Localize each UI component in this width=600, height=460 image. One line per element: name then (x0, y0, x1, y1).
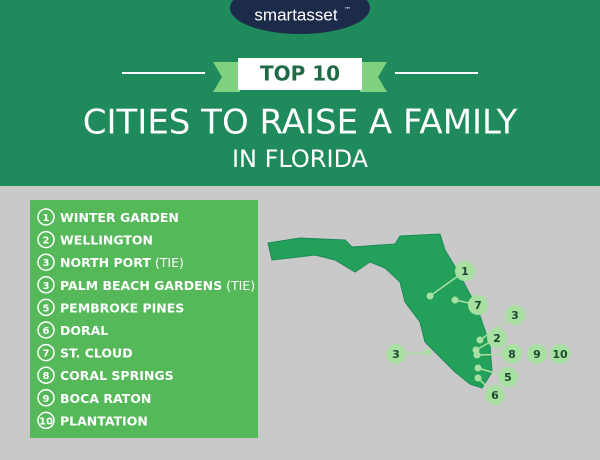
city-name: WELLINGTON (60, 232, 153, 247)
marker-circle (386, 344, 406, 364)
city-dot (474, 364, 482, 372)
tie-note: (TIE) (226, 277, 255, 292)
rank-circle (37, 230, 55, 249)
city-name: NORTH PORT (60, 255, 151, 270)
list-item: CORAL SPRINGS (60, 368, 174, 383)
list-item: PEMBROKE PINES (60, 300, 184, 315)
city-name: PEMBROKE PINES (60, 300, 184, 315)
list-item: WELLINGTON (60, 232, 153, 247)
marker-label: 2 (493, 332, 501, 345)
marker-circle (502, 344, 522, 364)
marker-circle (485, 385, 505, 405)
list-item: NORTH PORT (TIE) (60, 255, 184, 270)
rank: 7 (43, 349, 50, 360)
rank: 6 (43, 326, 50, 337)
rank: 2 (43, 236, 50, 247)
marker-circle (505, 305, 525, 325)
list-box (30, 200, 258, 438)
rank-circle (37, 366, 55, 384)
rank-circle (37, 253, 55, 271)
logo: smartasset (254, 5, 337, 24)
rank-circle (37, 321, 55, 339)
rank-circle (37, 343, 55, 362)
marker-label: 8 (508, 348, 516, 361)
city-dot (426, 292, 434, 300)
tie-note: (TIE) (155, 255, 184, 270)
marker-circle (487, 328, 507, 348)
rank: 9 (43, 394, 50, 405)
marker-label: 6 (491, 389, 499, 402)
city-dot (424, 348, 432, 356)
city-name: DORAL (60, 323, 108, 338)
list-item: PALM BEACH GARDENS (TIE) (60, 277, 255, 292)
marker-label: 9 (533, 348, 541, 361)
rank-circle (37, 276, 55, 294)
marker-label: 3 (511, 309, 519, 322)
ribbon-end (213, 62, 240, 92)
list-item: BOCA RATON (60, 390, 151, 405)
city-name: ST. CLOUD (60, 345, 133, 360)
marker-label: 3 (392, 348, 400, 361)
city-name: PLANTATION (60, 413, 148, 428)
marker-label: 7 (474, 299, 482, 312)
rank: 8 (43, 371, 50, 382)
city-dot (451, 296, 459, 304)
badge-box (238, 58, 362, 90)
rank: 5 (43, 303, 50, 314)
city-name: PALM BEACH GARDENS (60, 277, 222, 292)
list-item: DORAL (60, 323, 108, 338)
city-name: WINTER GARDEN (60, 210, 179, 225)
city-dot (476, 336, 484, 344)
rank: 1 (43, 213, 50, 224)
rank: 3 (43, 258, 50, 269)
badge: TOP 10 (260, 62, 340, 86)
marker-circle (498, 367, 518, 387)
city-name: CORAL SPRINGS (60, 368, 174, 383)
marker-circle (550, 344, 570, 364)
marker-label: 5 (504, 371, 512, 384)
city-dot (474, 374, 482, 382)
logo-mark: ™ (344, 6, 351, 14)
list-item: PLANTATION (60, 413, 148, 428)
subtitle: IN FLORIDA (232, 145, 369, 173)
rank: 10 (39, 416, 53, 427)
ribbon-end (360, 62, 387, 92)
rank-circle (37, 298, 55, 317)
rank-circle (37, 389, 55, 407)
list-item: ST. CLOUD (60, 345, 133, 360)
rank-circle (37, 411, 55, 430)
marker-circle (527, 344, 547, 364)
marker-circle (455, 261, 475, 281)
marker-circle (468, 295, 488, 315)
title: CITIES TO RAISE A FAMILY (83, 103, 518, 143)
rank-circle (37, 208, 55, 226)
city-name: BOCA RATON (60, 390, 151, 405)
florida-map (267, 233, 493, 389)
marker-label: 10 (552, 348, 568, 361)
marker-label: 1 (461, 265, 469, 278)
logo-badge (230, 0, 370, 34)
rank: 3 (43, 281, 50, 292)
list-item: WINTER GARDEN (60, 210, 179, 225)
city-dot (473, 351, 481, 359)
